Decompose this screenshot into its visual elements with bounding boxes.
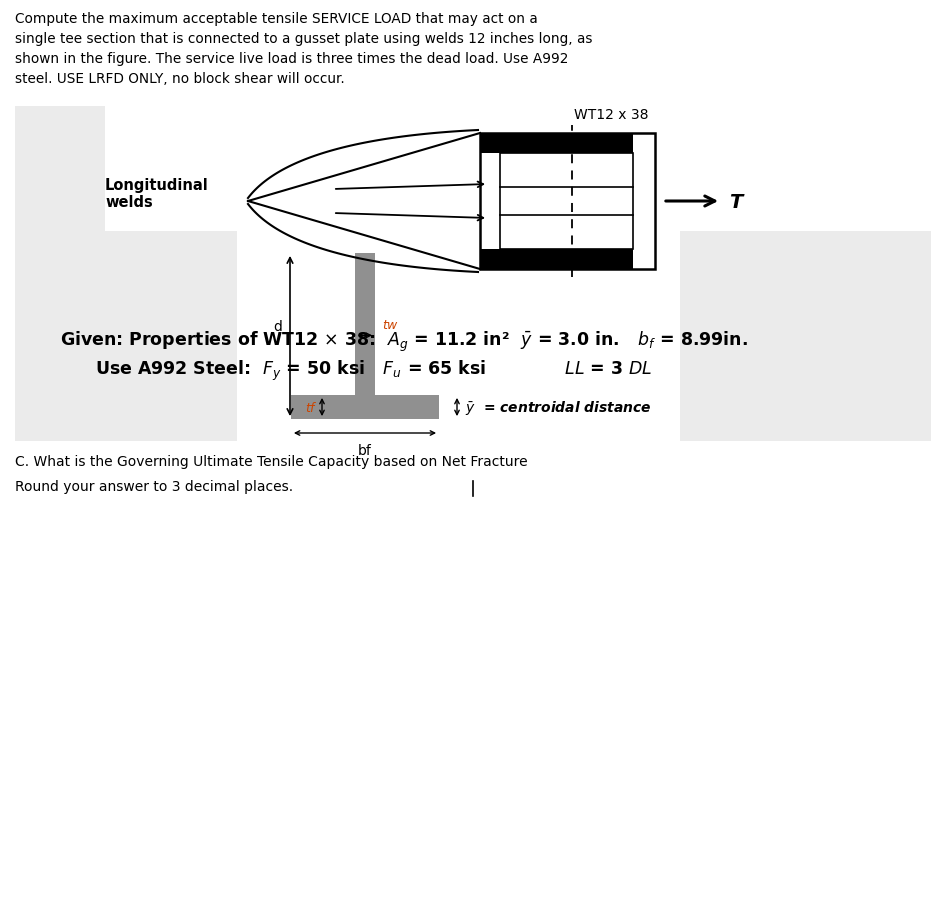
Bar xyxy=(480,134,633,154)
Text: $tw$: $tw$ xyxy=(382,319,399,332)
Text: $\bar{y}$  = centroidal distance: $\bar{y}$ = centroidal distance xyxy=(465,399,652,416)
Bar xyxy=(480,250,633,270)
Text: C. What is the Governing Ultimate Tensile Capacity based on Net Fracture: C. What is the Governing Ultimate Tensil… xyxy=(15,455,528,468)
Bar xyxy=(15,231,237,442)
Text: WT12 x 38: WT12 x 38 xyxy=(574,107,649,122)
Text: Round your answer to 3 decimal places.: Round your answer to 3 decimal places. xyxy=(15,479,293,494)
Bar xyxy=(355,254,375,395)
Text: d: d xyxy=(273,320,282,333)
Text: Use A992 Steel:  $F_y$ = 50 ksi   $F_u$ = 65 ksi             $LL$ = 3 $DL$: Use A992 Steel: $F_y$ = 50 ksi $F_u$ = 6… xyxy=(95,359,653,383)
Text: Longitudinal
welds: Longitudinal welds xyxy=(105,178,209,210)
Bar xyxy=(15,107,105,317)
Text: $tf$: $tf$ xyxy=(306,401,318,415)
Bar xyxy=(500,154,633,250)
Text: bf: bf xyxy=(359,444,372,457)
Text: Compute the maximum acceptable tensile SERVICE LOAD that may act on a
single tee: Compute the maximum acceptable tensile S… xyxy=(15,12,592,86)
Bar xyxy=(680,231,931,442)
Bar xyxy=(291,395,439,420)
Text: T: T xyxy=(729,192,743,211)
Text: Given: Properties of WT12 $\times$ 38:  $A_g$ = 11.2 in²  $\bar{y}$ = 3.0 in.   : Given: Properties of WT12 $\times$ 38: $… xyxy=(60,330,748,353)
Bar xyxy=(480,134,655,270)
